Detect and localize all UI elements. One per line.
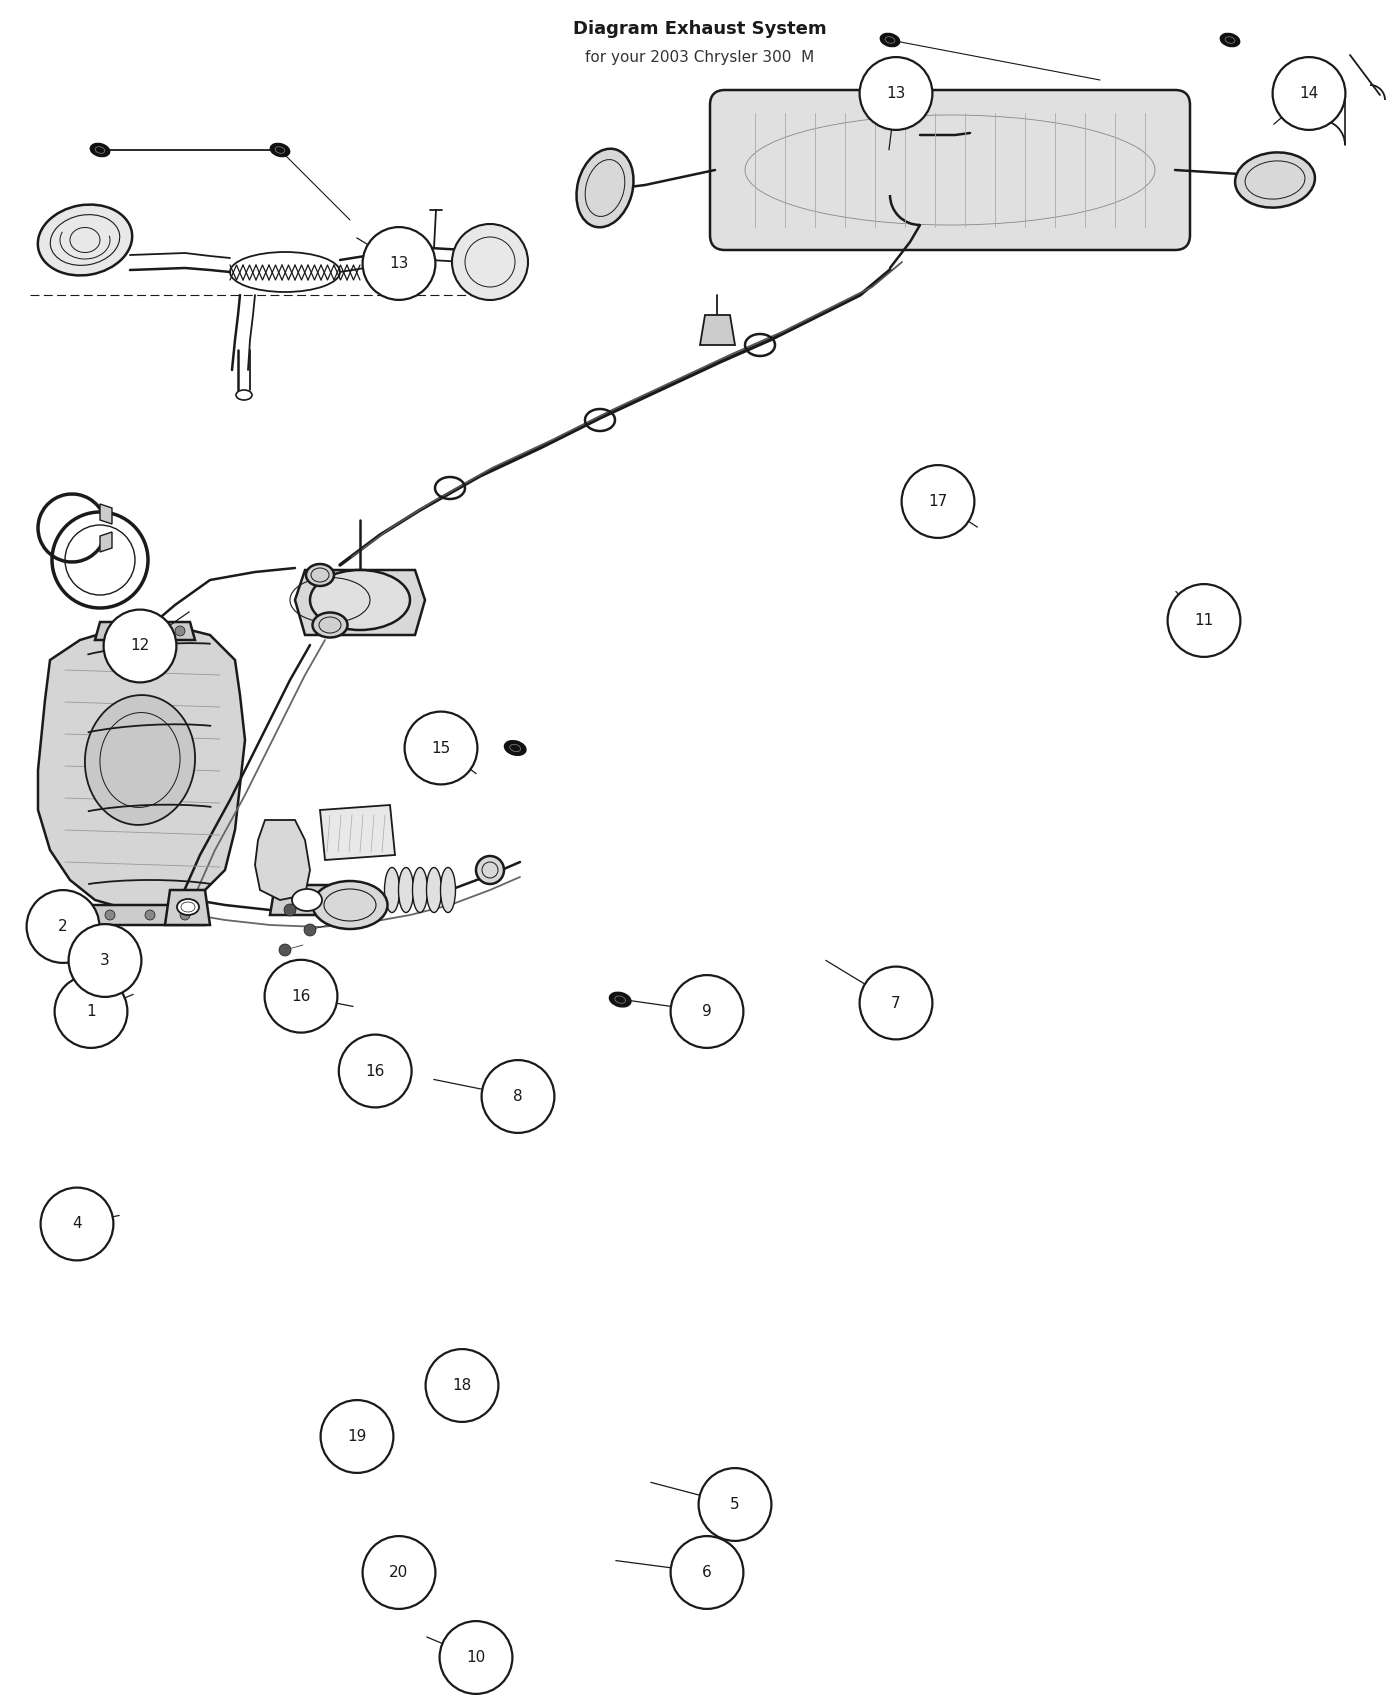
Text: 1: 1: [87, 1005, 95, 1018]
Circle shape: [104, 610, 176, 682]
Circle shape: [860, 967, 932, 1039]
Text: 10: 10: [466, 1651, 486, 1664]
Text: 15: 15: [431, 741, 451, 755]
Polygon shape: [85, 904, 204, 925]
Circle shape: [146, 910, 155, 920]
Circle shape: [1168, 585, 1240, 656]
Text: 13: 13: [886, 87, 906, 100]
Ellipse shape: [90, 143, 109, 156]
Text: 16: 16: [365, 1064, 385, 1078]
Text: Diagram Exhaust System: Diagram Exhaust System: [573, 20, 827, 37]
Circle shape: [55, 976, 127, 1047]
Text: 20: 20: [389, 1566, 409, 1579]
Polygon shape: [321, 806, 395, 860]
Ellipse shape: [85, 695, 195, 824]
Polygon shape: [165, 891, 210, 925]
Circle shape: [111, 626, 120, 636]
Text: 13: 13: [389, 257, 409, 270]
Circle shape: [265, 960, 337, 1032]
Circle shape: [363, 228, 435, 299]
Circle shape: [452, 224, 528, 299]
Text: for your 2003 Chrysler 300  M: for your 2003 Chrysler 300 M: [585, 49, 815, 65]
Circle shape: [27, 891, 99, 962]
Ellipse shape: [270, 143, 290, 156]
Polygon shape: [270, 886, 344, 915]
Circle shape: [482, 1061, 554, 1132]
Text: 7: 7: [892, 996, 900, 1010]
Polygon shape: [295, 570, 426, 636]
Text: 6: 6: [703, 1566, 711, 1579]
Polygon shape: [99, 503, 112, 524]
Ellipse shape: [609, 993, 631, 1006]
Ellipse shape: [385, 867, 399, 913]
Ellipse shape: [312, 612, 347, 638]
Polygon shape: [255, 819, 309, 899]
Text: 9: 9: [703, 1005, 711, 1018]
Circle shape: [902, 466, 974, 537]
Circle shape: [105, 910, 115, 920]
Ellipse shape: [441, 867, 455, 913]
Polygon shape: [38, 626, 245, 910]
Text: 16: 16: [291, 989, 311, 1003]
Polygon shape: [95, 622, 195, 639]
Circle shape: [41, 1188, 113, 1260]
FancyBboxPatch shape: [710, 90, 1190, 250]
Ellipse shape: [399, 867, 413, 913]
Circle shape: [426, 1350, 498, 1421]
Circle shape: [146, 626, 155, 636]
Text: 2: 2: [59, 920, 67, 933]
Circle shape: [339, 1035, 412, 1107]
Text: 18: 18: [452, 1379, 472, 1392]
Polygon shape: [99, 532, 112, 552]
Text: 3: 3: [101, 954, 109, 967]
Circle shape: [321, 1401, 393, 1472]
Text: 12: 12: [130, 639, 150, 653]
Ellipse shape: [1235, 153, 1315, 207]
Text: 5: 5: [731, 1498, 739, 1511]
Circle shape: [405, 712, 477, 784]
Circle shape: [440, 1622, 512, 1693]
Ellipse shape: [312, 881, 388, 928]
Circle shape: [671, 1537, 743, 1608]
Ellipse shape: [413, 867, 427, 913]
Circle shape: [363, 1537, 435, 1608]
Text: 19: 19: [347, 1430, 367, 1443]
Ellipse shape: [427, 867, 441, 913]
Text: 17: 17: [928, 495, 948, 508]
Ellipse shape: [38, 204, 132, 275]
Circle shape: [181, 910, 190, 920]
Circle shape: [284, 904, 295, 916]
Ellipse shape: [293, 889, 322, 911]
Circle shape: [1273, 58, 1345, 129]
Ellipse shape: [504, 741, 526, 755]
Circle shape: [69, 925, 141, 996]
Circle shape: [860, 58, 932, 129]
Ellipse shape: [237, 389, 252, 400]
Polygon shape: [700, 314, 735, 345]
Circle shape: [476, 857, 504, 884]
Circle shape: [175, 626, 185, 636]
Circle shape: [699, 1469, 771, 1540]
Ellipse shape: [176, 899, 199, 915]
Text: 14: 14: [1299, 87, 1319, 100]
Ellipse shape: [881, 34, 900, 46]
Ellipse shape: [307, 564, 335, 586]
Ellipse shape: [309, 570, 410, 631]
Circle shape: [671, 976, 743, 1047]
Ellipse shape: [1221, 34, 1240, 46]
Ellipse shape: [577, 148, 634, 228]
Text: 11: 11: [1194, 614, 1214, 627]
Text: 4: 4: [73, 1217, 81, 1231]
Text: 8: 8: [514, 1090, 522, 1103]
Circle shape: [279, 944, 291, 955]
Circle shape: [304, 925, 316, 937]
